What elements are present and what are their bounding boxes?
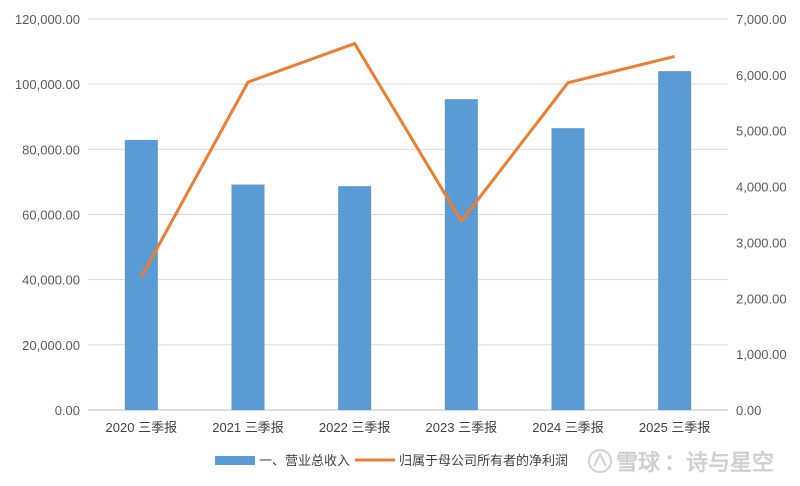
left-tick-label: 120,000.00 — [15, 12, 80, 27]
snowball-logo-icon — [588, 449, 612, 473]
left-tick-label: 20,000.00 — [22, 338, 80, 353]
legend: 一、营业总收入 归属于母公司所有者的净利润 — [215, 453, 568, 468]
category-labels: 2020 三季报 2021 三季报 2022 三季报 2023 三季报 2024 三季报… — [106, 420, 711, 435]
watermark: 雪球 ：诗与星空 — [588, 449, 774, 476]
right-tick-label: 2,000.00 — [736, 291, 787, 306]
revenue-bar — [551, 128, 585, 410]
revenue-bar — [444, 99, 478, 410]
left-axis-ticks: 0.00 20,000.00 40,000.00 60,000.00 80,000.00… — [15, 12, 80, 418]
category-label: 2021 三季报 — [212, 420, 284, 435]
category-label: 2025 三季报 — [639, 420, 711, 435]
category-label: 2024 三季报 — [532, 420, 604, 435]
right-tick-label: 3,000.00 — [736, 235, 787, 250]
left-tick-label: 60,000.00 — [22, 208, 80, 223]
watermark-author: ：诗与星空 — [664, 450, 774, 476]
left-tick-label: 40,000.00 — [22, 273, 80, 288]
legend-label-profit: 归属于母公司所有者的净利润 — [399, 453, 568, 468]
right-tick-label: 6,000.00 — [736, 68, 787, 83]
right-tick-label: 5,000.00 — [736, 124, 787, 139]
category-label: 2020 三季报 — [106, 420, 178, 435]
left-tick-label: 0.00 — [55, 403, 80, 418]
right-tick-label: 7,000.00 — [736, 12, 787, 27]
legend-swatch-revenue — [215, 456, 255, 465]
category-label: 2023 三季报 — [426, 420, 498, 435]
right-tick-label: 1,000.00 — [736, 347, 787, 362]
revenue-bar — [338, 186, 372, 410]
net-profit-line — [140, 42, 676, 278]
left-tick-label: 100,000.00 — [15, 77, 80, 92]
right-tick-label: 0.00 — [736, 403, 761, 418]
legend-label-revenue: 一、营业总收入 — [259, 453, 350, 468]
revenue-bar — [658, 71, 692, 410]
revenue-bar — [231, 184, 265, 410]
category-label: 2022 三季报 — [319, 420, 391, 435]
gridlines — [88, 18, 728, 411]
revenue-bars — [124, 71, 692, 411]
net-profit-series-line — [140, 42, 676, 278]
right-axis-ticks: 0.00 1,000.00 2,000.00 3,000.00 4,000.00 5,00… — [736, 12, 787, 418]
watermark-brand: 雪球 — [616, 451, 661, 476]
left-tick-label: 80,000.00 — [22, 142, 80, 157]
right-tick-label: 4,000.00 — [736, 180, 787, 195]
